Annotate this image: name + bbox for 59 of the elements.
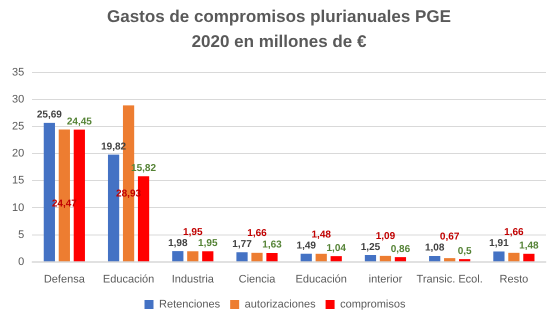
data-label: 25,69 — [36, 110, 62, 121]
x-tick-label: Defensa — [44, 273, 86, 286]
data-label: 1,66 — [247, 228, 268, 239]
data-label: 1,91 — [489, 238, 510, 250]
y-tick-label: 20 — [12, 148, 24, 160]
data-label: 1,48 — [311, 229, 332, 240]
x-tick-label: Educación — [102, 273, 154, 286]
data-label: 1,04 — [326, 242, 346, 254]
data-label: 1,48 — [519, 240, 540, 252]
x-tick-label: Industria — [172, 273, 215, 286]
bar — [266, 252, 278, 262]
data-label: 1,66 — [504, 227, 524, 238]
chart-title: Gastos de compromisos plurianuales PGE 2020 en millones de € — [106, 6, 452, 53]
data-label: 1,63 — [262, 240, 282, 251]
data-label: 0,67 — [440, 232, 460, 243]
y-tick-label: 5 — [18, 228, 24, 241]
data-label: 0,86 — [390, 244, 411, 255]
legend-label: autorizaciones — [244, 298, 316, 311]
y-tick-label: 25 — [12, 120, 24, 133]
bar — [523, 254, 534, 262]
y-tick-label: 10 — [12, 202, 24, 214]
bar — [300, 254, 312, 262]
data-label: 1,25 — [360, 242, 381, 253]
y-tick-label: 30 — [12, 94, 24, 106]
x-tick-label: Resto — [500, 273, 528, 286]
bar — [202, 251, 214, 262]
bar — [330, 256, 342, 262]
x-tick-label: Transic. Ecol. — [416, 273, 483, 286]
y-tick-label: 15 — [12, 174, 24, 187]
legend-label: Retenciones — [159, 298, 221, 311]
data-label: 1,49 — [296, 240, 316, 252]
bar — [187, 251, 198, 262]
data-label: 1,09 — [376, 230, 396, 242]
data-label: 1,98 — [168, 238, 188, 249]
data-label: 1,95 — [198, 238, 218, 250]
y-tick-label: 0 — [18, 256, 24, 268]
x-tick-label: Ciencia — [238, 273, 276, 286]
bar — [493, 251, 505, 262]
x-tick-label: Educación — [296, 273, 347, 286]
bar — [364, 255, 376, 262]
data-label: 24,47 — [52, 198, 78, 210]
bar — [172, 251, 184, 262]
data-label: 1,95 — [183, 226, 203, 238]
legend-label: compromisos — [340, 298, 406, 311]
data-label: 0,5 — [458, 246, 472, 257]
bar — [236, 252, 248, 262]
data-label: 24,45 — [66, 116, 92, 128]
bar — [429, 256, 440, 262]
x-tick-label: interior — [368, 273, 403, 286]
bar — [316, 254, 327, 262]
bar — [380, 256, 392, 262]
bar — [444, 258, 456, 262]
bar — [394, 257, 406, 262]
data-label: 1,77 — [232, 238, 252, 250]
bar — [508, 252, 520, 262]
data-label: 1,08 — [424, 242, 445, 254]
y-tick-label: 35 — [12, 66, 24, 79]
bar — [251, 252, 263, 262]
data-label: 28,93 — [116, 188, 142, 200]
